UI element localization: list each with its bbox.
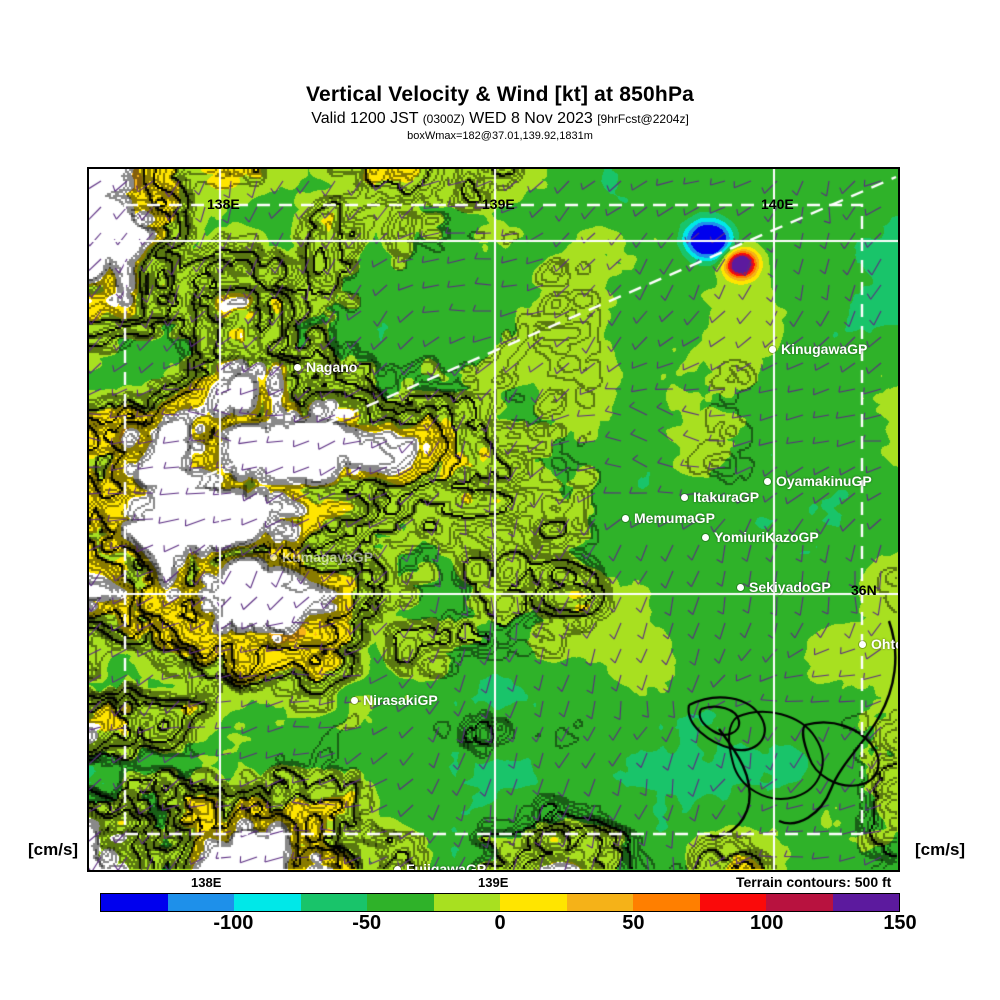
colorbar-swatch [766, 894, 833, 911]
map-frame[interactable]: 138E 139E 140E 37N 36N 36N Nagano Kinuga… [87, 167, 900, 872]
valid-time-suffix: WED 8 Nov 2023 [464, 110, 598, 127]
colorbar-swatch [234, 894, 301, 911]
boxwmax-annotation: boxWmax=182@37.01,139.92,1831m [407, 130, 593, 142]
units-label-left: [cm/s] [28, 840, 79, 859]
colorbar-swatch [566, 894, 633, 911]
forecast-tag: [9hrFcst@2204z] [597, 112, 689, 126]
colorbar-tick: 50 [622, 912, 645, 934]
lon-label-140e-top: 140E [761, 196, 794, 212]
vertical-velocity-field [89, 169, 898, 870]
units-label-right: [cm/s] [915, 840, 966, 859]
valid-time-prefix: Valid 1200 JST [311, 110, 423, 127]
lon-label-139e-top: 139E [482, 196, 515, 212]
title-block: Vertical Velocity & Wind [kt] at 850hPa … [0, 84, 1000, 143]
page-title: Vertical Velocity & Wind [kt] at 850hPa [305, 83, 695, 106]
colorbar-tick-labels: -100 -50 0 50 100 150 [100, 912, 916, 938]
colorbar-swatch [832, 894, 899, 911]
colorbar-swatch [300, 894, 367, 911]
lon-label-138e-top: 138E [207, 196, 240, 212]
valid-time-line: Valid 1200 JST (0300Z) WED 8 Nov 2023 [9… [0, 109, 1000, 129]
lon-label-138e-bottom: 138E [191, 875, 222, 890]
terrain-contours-note: Terrain contours: 500 ft [736, 874, 892, 890]
colorbar-tick: -100 [213, 912, 254, 934]
colorbar-tick: 100 [749, 912, 784, 934]
colorbar-swatch [633, 894, 700, 911]
colorbar-swatch [500, 894, 567, 911]
colorbar-swatch [167, 894, 234, 911]
colorbar-swatch [101, 894, 168, 911]
colorbar-swatch [367, 894, 434, 911]
valid-time-utc: (0300Z) [422, 112, 465, 126]
colorbar[interactable] [100, 893, 900, 912]
lon-label-139e-bottom: 139E [478, 875, 509, 890]
colorbar-tick: -50 [352, 912, 382, 934]
colorbar-tick: 0 [494, 912, 506, 934]
lat-label-36n-right: 36N [851, 582, 877, 598]
colorbar-swatch [699, 894, 766, 911]
colorbar-swatch [433, 894, 500, 911]
colorbar-tick: 150 [883, 912, 917, 934]
